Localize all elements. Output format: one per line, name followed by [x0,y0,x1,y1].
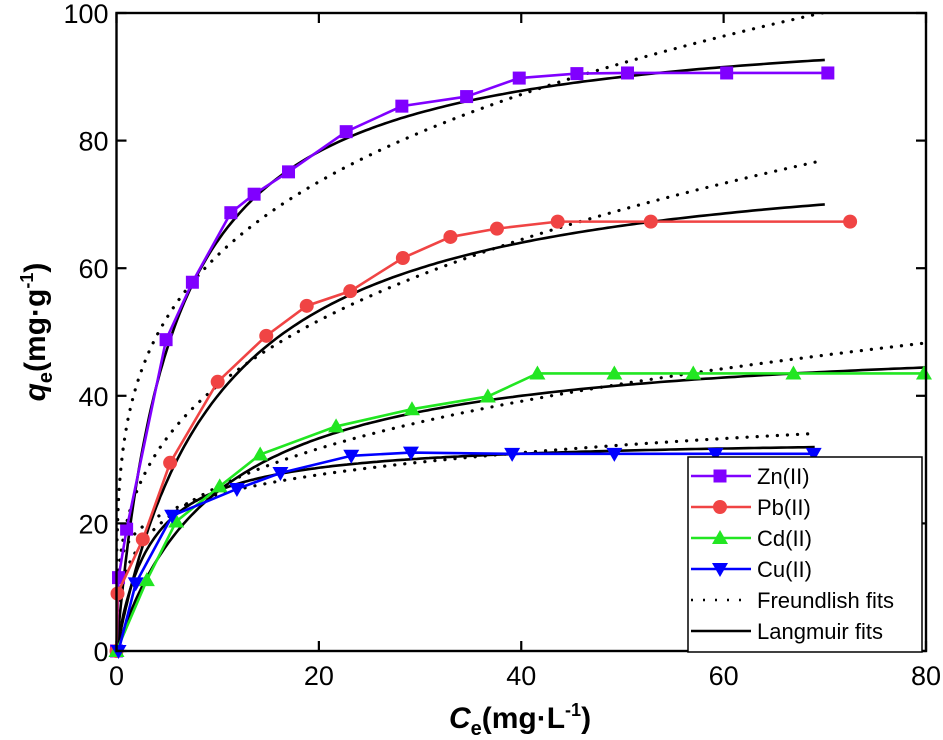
axes: 0 20 40 60 80 0 20 40 60 80 100 [63,0,941,691]
data-point [805,447,822,462]
legend-item: Cu(II) [691,557,812,582]
data-point [252,446,269,461]
data-point [211,478,228,493]
data-point [785,365,802,380]
data-point [224,206,238,220]
data-point [489,221,504,236]
langmuir-fit-curve [116,445,815,651]
data-point [707,447,724,462]
legend: Zn(II) Pb(II) Cd(II) Cu(II) Freundlish fits L… [687,456,923,653]
x-tick-label: 0 [109,661,124,691]
data-point [247,187,261,201]
x-tick-label: 40 [506,661,536,691]
data-point [550,214,565,229]
data-point [443,229,458,244]
data-point [138,572,155,587]
data-point [127,577,144,592]
data-point [620,66,634,80]
legend-item: Langmuir fits [691,619,883,644]
data-point [843,214,858,229]
data-point [112,571,126,585]
data-point [228,482,245,497]
legend-label: Cu(II) [757,557,812,582]
data-point [135,532,150,547]
data-point [339,125,353,139]
data-point [159,333,173,347]
legend-item: Cd(II) [691,526,812,551]
data-point [720,66,734,80]
data-point [915,365,932,380]
y-axis-label: qe(mg·g-1) [17,263,57,402]
x-tick-label: 20 [304,661,334,691]
legend-item: Zn(II) [691,464,810,489]
series-cuii [110,446,822,659]
y-tick-label: 20 [78,509,108,539]
data-point [210,374,225,389]
y-tick-label: 80 [78,127,108,157]
data-point [259,328,274,343]
freundlich-fit-curve [116,13,827,651]
data-point [512,71,526,85]
data-point [120,522,134,536]
legend-marker [713,500,727,514]
data-point [821,66,835,80]
data-point [328,418,345,433]
legend-item: Pb(II) [691,495,811,520]
freundlich-fit-curve [116,431,817,651]
data-point [163,455,178,470]
series-cdii [108,365,932,657]
legend-label: Cd(II) [757,526,812,551]
series-line [115,71,828,652]
data-point [606,365,623,380]
data-point [460,90,474,104]
legend-label: Langmuir fits [757,619,883,644]
x-axis-label: Ce(mg·L-1) [449,700,591,735]
data-point [606,447,623,462]
data-point [504,447,521,462]
y-tick-label: 60 [78,254,108,284]
data-point [529,365,546,380]
legend-marker [712,530,728,544]
freundlich-fit-curve [116,158,827,651]
freundlich-fit-curve [116,341,926,651]
legend-label: Freundlish fits [757,588,894,613]
legend-marker [713,469,727,483]
data-point [272,466,289,481]
data-point [570,67,584,81]
data-point [395,99,409,113]
x-tick-label: 60 [709,661,739,691]
data-point [343,449,360,464]
x-tick-label: 80 [911,661,941,691]
data-point [185,275,199,289]
data-point [168,513,185,528]
y-tick-label: 0 [93,637,108,667]
data-point [685,365,702,380]
series-znii [110,66,835,658]
data-point [164,509,181,524]
data-point [402,446,419,461]
data-point [643,214,658,229]
legend-item: Freundlish fits [691,588,894,613]
legend-box [687,456,923,653]
legend-marker [712,563,728,577]
y-tick-label: 40 [78,382,108,412]
data-point [343,284,358,299]
data-point [395,250,410,265]
series-line [115,220,851,652]
data-point [282,165,296,179]
legend-label: Zn(II) [757,464,810,489]
y-tick-label: 100 [63,0,108,29]
data-series [108,66,932,659]
data-point [403,401,420,416]
series-pbii [109,214,858,658]
legend-label: Pb(II) [757,495,811,520]
data-point [299,298,314,313]
data-point [479,388,496,403]
